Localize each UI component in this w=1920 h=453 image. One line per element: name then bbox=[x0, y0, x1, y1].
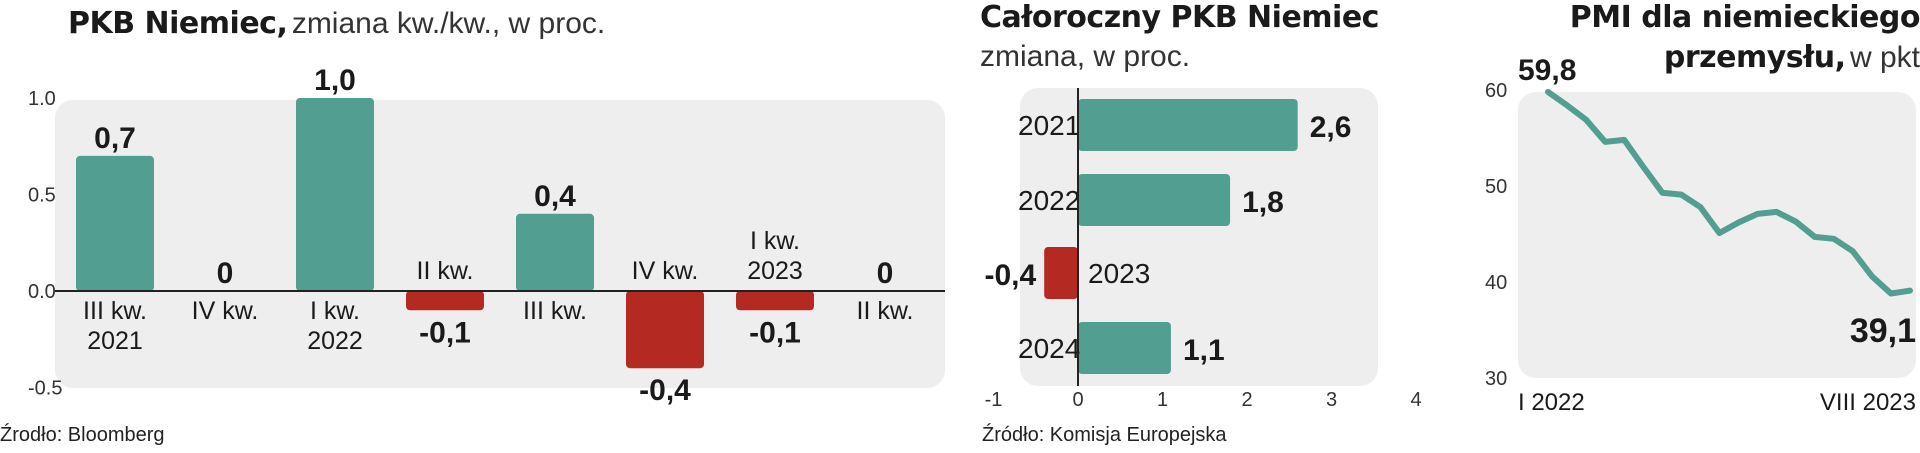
category-label: III kw. bbox=[523, 297, 587, 325]
category-label: II kw. bbox=[417, 257, 474, 285]
chart2-title: Całoroczny PKB Niemiec bbox=[980, 0, 1379, 35]
x-tick-label: -1 bbox=[985, 389, 1003, 411]
chart3-title-line2-row: przemysłu, w pkt bbox=[1664, 40, 1920, 75]
quarterly-gdp-panel: PKB Niemiec, zmiana kw./kw., w proc. 1.0… bbox=[0, 6, 945, 446]
annual-gdp-panel: Całoroczny PKB Niemiec zmiana, w proc. 2… bbox=[960, 0, 1430, 453]
y-tick-label: 40 bbox=[1485, 272, 1507, 294]
bar-value-label: 1,8 bbox=[1242, 186, 1284, 219]
bar bbox=[1078, 322, 1171, 374]
bar bbox=[1044, 247, 1078, 299]
bar bbox=[1078, 99, 1298, 151]
category-label: 2024 bbox=[1018, 333, 1080, 364]
chart1-source: Źrodło: Bloomberg bbox=[0, 424, 165, 446]
y-tick-label: 50 bbox=[1485, 176, 1507, 198]
bar-value-label: 1,1 bbox=[1183, 334, 1225, 367]
bar-value-label: 0,7 bbox=[94, 122, 136, 155]
y-tick-label: 30 bbox=[1485, 368, 1507, 390]
category-label: 2021 bbox=[87, 327, 143, 355]
y-tick-label: 0.0 bbox=[28, 281, 56, 303]
chart2-plot-background bbox=[1020, 88, 1378, 386]
category-label: IV kw. bbox=[632, 257, 699, 285]
chart2-source: Źródło: Komisja Europejska bbox=[982, 424, 1227, 446]
chart3-title-line2: przemysłu, bbox=[1663, 40, 1846, 75]
x-tick-label: 4 bbox=[1410, 389, 1421, 411]
first-value-label: 59,8 bbox=[1518, 54, 1576, 87]
x-tick-label: 3 bbox=[1326, 389, 1337, 411]
category-label: IV kw. bbox=[192, 297, 259, 325]
chart3-title-line1: PMI dla niemieckiego bbox=[1569, 0, 1920, 35]
category-label: II kw. bbox=[857, 297, 914, 325]
chart3-title-unit: w pkt bbox=[1849, 41, 1920, 74]
category-label: 2023 bbox=[1088, 258, 1150, 289]
last-value-label: 39,1 bbox=[1850, 312, 1916, 350]
x-tick-label: 2 bbox=[1241, 389, 1252, 411]
chart2-subtitle: zmiana, w proc. bbox=[980, 40, 1191, 73]
bar bbox=[296, 98, 374, 291]
bar bbox=[76, 155, 154, 291]
pmi-chart: 60 50 40 30 59,8 39,1 I 2022 VIII 2023 bbox=[1485, 54, 1916, 416]
category-label: III kw. bbox=[83, 297, 147, 325]
category-label: 2023 bbox=[747, 257, 803, 285]
chart1-title-row: PKB Niemiec, zmiana kw./kw., w proc. bbox=[68, 6, 605, 41]
annual-gdp-chart: 2021 2,6 2022 1,8 -0,4 2023 2024 1,1 -1 0 1 2 3 4 bbox=[984, 88, 1422, 411]
category-label: I kw. bbox=[750, 227, 800, 255]
bar bbox=[1078, 174, 1231, 226]
y-tick-label: 60 bbox=[1485, 80, 1507, 102]
chart1-title: PKB Niemiec, bbox=[68, 6, 288, 41]
bar-value-label: 1,0 bbox=[314, 64, 356, 97]
y-tick-label: 1.0 bbox=[28, 88, 56, 110]
chart3-plot-background bbox=[1518, 92, 1916, 378]
x-tick-label: 0 bbox=[1072, 389, 1083, 411]
bar-value-label: -0,1 bbox=[749, 316, 801, 349]
category-label: 2022 bbox=[1018, 185, 1080, 216]
bar-value-label: 0 bbox=[217, 257, 234, 290]
y-tick-label: 0.5 bbox=[28, 185, 56, 207]
bar-value-label: 0,4 bbox=[534, 180, 576, 213]
y-tick-label: -0.5 bbox=[28, 378, 62, 400]
bar-value-label: -0,4 bbox=[984, 259, 1036, 292]
x-end-label: VIII 2023 bbox=[1820, 389, 1916, 416]
bar-value-label: 0 bbox=[877, 257, 894, 290]
pmi-series-line bbox=[1545, 88, 1913, 297]
chart1-plot-background bbox=[55, 100, 945, 388]
bar bbox=[516, 213, 594, 291]
bar bbox=[626, 291, 704, 369]
category-label: 2022 bbox=[307, 327, 363, 355]
bar bbox=[736, 291, 814, 311]
x-start-label: I 2022 bbox=[1518, 389, 1585, 416]
x-tick-label: 1 bbox=[1157, 389, 1168, 411]
bar-value-label: 2,6 bbox=[1310, 111, 1352, 144]
bar-value-label: -0,1 bbox=[419, 316, 471, 349]
category-label: 2021 bbox=[1018, 110, 1080, 141]
pmi-panel: PMI dla niemieckiego przemysłu, w pkt 60… bbox=[1430, 0, 1920, 453]
chart1-subtitle: zmiana kw./kw., w proc. bbox=[291, 7, 606, 40]
category-label: I kw. bbox=[310, 297, 360, 325]
bar bbox=[406, 291, 484, 311]
bar-value-label: -0,4 bbox=[639, 374, 691, 407]
